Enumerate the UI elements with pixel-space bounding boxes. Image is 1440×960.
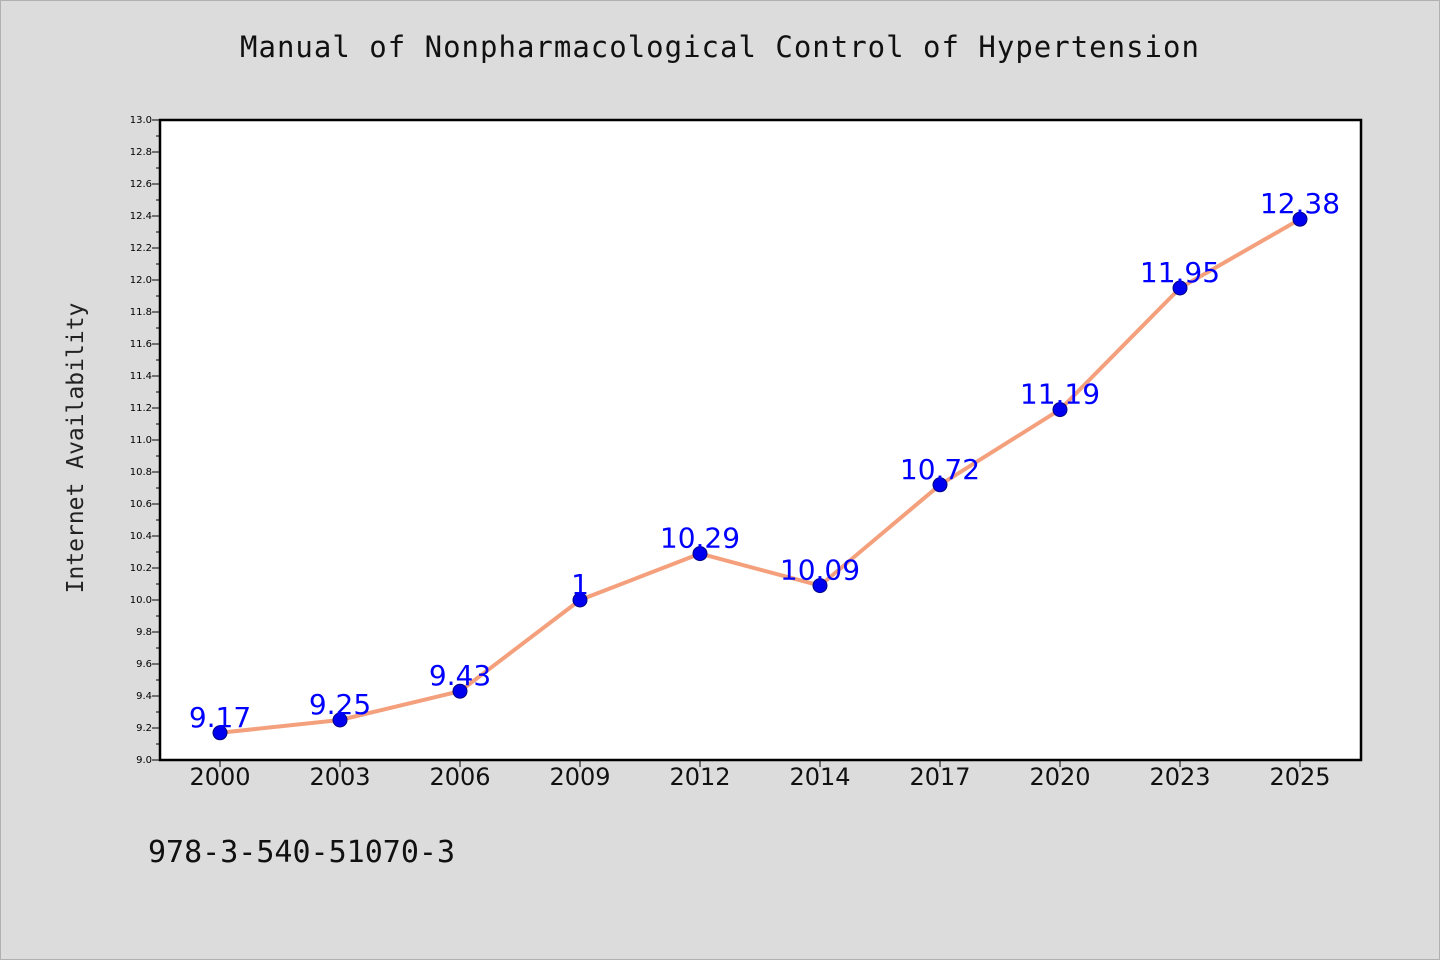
x-tick-label: 2000 [189, 763, 250, 791]
x-tick-label: 2003 [309, 763, 370, 791]
chart-title: Manual of Nonpharmacological Control of … [240, 30, 1200, 64]
data-label: 12.38 [1260, 187, 1340, 220]
data-label: 9.25 [309, 688, 371, 721]
series-line [218, 217, 1302, 735]
data-label: 10.72 [900, 453, 980, 486]
x-tick-label: 2012 [669, 763, 730, 791]
data-label: 9.17 [189, 701, 251, 734]
x-tick-label: 2014 [789, 763, 850, 791]
y-tick-label: 10.2 [130, 563, 152, 574]
data-point [1172, 280, 1188, 296]
data-point [572, 592, 588, 608]
y-tick-label: 12.2 [130, 243, 152, 254]
x-tick-label: 2025 [1269, 763, 1330, 791]
y-tick-label: 12.0 [130, 275, 152, 286]
x-axis-ticks: 2000 2003 2006 2009 2012 2014 2017 2020 2023 2025 [189, 760, 1331, 791]
y-tick-label: 11.0 [130, 435, 152, 446]
y-tick-label: 11.4 [130, 371, 152, 382]
data-point [212, 725, 228, 741]
x-tick-label: 2006 [429, 763, 490, 791]
x-tick-label: 2020 [1029, 763, 1090, 791]
isbn-text: 978-3-540-51070-3 [148, 835, 456, 870]
data-series: 9.17 9.25 9.43 1 10.29 10.09 10.72 11.19 11.95 12… [189, 187, 1340, 741]
x-tick-label: 2009 [549, 763, 610, 791]
y-tick-label: 9.0 [136, 755, 152, 766]
y-tick-label: 12.4 [130, 211, 152, 222]
y-tick-label: 9.8 [136, 627, 152, 638]
data-label: 10.29 [660, 522, 740, 555]
y-tick-label: 10.0 [130, 595, 152, 606]
data-point [1292, 211, 1308, 227]
y-tick-label: 10.8 [130, 467, 152, 478]
data-label: 11.19 [1020, 378, 1100, 411]
plot-area [158, 118, 1363, 762]
data-point [692, 546, 708, 562]
y-tick-label: 11.6 [130, 339, 152, 350]
data-label: 1 [571, 568, 589, 601]
y-axis-ticks: 9.0 9.2 9.4 9.6 9.8 10.0 10.2 10.4 10.6 10.8 11.0 1… [130, 115, 160, 766]
y-tick-label: 12.8 [130, 147, 152, 158]
y-tick-label: 13.0 [130, 115, 152, 126]
data-point [332, 712, 348, 728]
y-tick-label: 11.2 [130, 403, 152, 414]
y-tick-label: 9.2 [136, 723, 152, 734]
data-point [452, 683, 468, 699]
y-tick-label: 10.6 [130, 499, 152, 510]
y-tick-label: 9.6 [136, 659, 152, 670]
y-tick-label: 9.4 [136, 691, 152, 702]
y-tick-label: 12.6 [130, 179, 152, 190]
data-point [932, 477, 948, 493]
x-tick-label: 2023 [1149, 763, 1210, 791]
data-label: 11.95 [1140, 256, 1220, 289]
y-tick-label: 10.4 [130, 531, 152, 542]
y-tick-label: 11.8 [130, 307, 152, 318]
x-tick-label: 2017 [909, 763, 970, 791]
data-point [812, 578, 828, 594]
data-label: 9.43 [429, 659, 491, 692]
data-point [1052, 402, 1068, 418]
data-label: 10.09 [780, 554, 860, 587]
